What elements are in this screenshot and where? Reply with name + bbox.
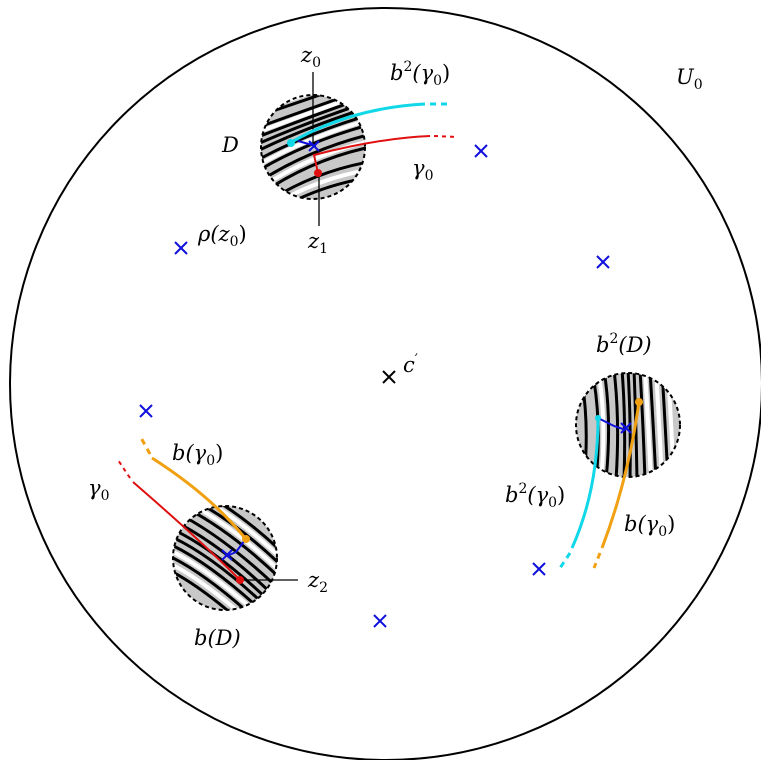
label-rho-z0: ρ(z0)	[197, 222, 247, 250]
b2-gamma0-curve-top	[289, 102, 426, 145]
z2-point	[236, 576, 244, 584]
cross-blue-bottom	[373, 614, 387, 628]
label-b-gamma0-left: b(γ0)	[172, 441, 223, 469]
cross-in-b2D	[620, 422, 632, 434]
z1-point	[314, 169, 322, 177]
b2-gamma0-curve-right	[570, 417, 600, 549]
orange-dot-left	[242, 535, 250, 543]
b2-gamma0-curve-right-dashed	[558, 552, 572, 569]
blue-segment-left	[226, 539, 246, 557]
label-gamma0-left: γ0	[88, 476, 109, 504]
label-gamma0-top: γ0	[412, 156, 433, 184]
gamma0-curve-top	[312, 135, 431, 174]
label-c-prime: c′	[403, 352, 418, 377]
cross-in-bD	[221, 549, 233, 561]
label-U0: U0	[676, 65, 703, 93]
gamma0-curve-left	[132, 481, 241, 581]
cross-black-c-prime	[382, 370, 396, 384]
cyan-dot-top	[287, 139, 295, 147]
label-D: D	[221, 133, 239, 157]
label-z0: z0	[300, 43, 321, 71]
cross-blue-right	[596, 255, 610, 269]
orange-dot-right	[635, 398, 643, 406]
label-b2-gamma0-right: b2(γ0)	[505, 481, 565, 511]
blue-segment-right	[597, 417, 627, 431]
label-b-gamma0-right: b(γ0)	[624, 512, 675, 540]
label-bD: b(D)	[194, 626, 241, 650]
cross-blue-left	[139, 404, 153, 418]
label-z1: z1	[307, 229, 328, 257]
b-gamma0-curve-left	[151, 456, 247, 539]
b-gamma0-curve-left-dashed	[138, 435, 152, 455]
gamma0-curve-left-dashed	[117, 459, 131, 479]
cross-top-in-D	[308, 140, 320, 152]
cross-blue-rho	[174, 241, 188, 255]
cyan-dot-right	[595, 415, 601, 421]
b-gamma0-curve-right	[600, 401, 641, 549]
gamma0-curve-top-dashed	[433, 135, 459, 138]
cross-blue-top-right	[474, 144, 488, 158]
label-b2-gamma0-top: b2(γ0)	[390, 59, 450, 89]
cross-blue-bottom-right	[532, 562, 546, 576]
label-z2: z2	[307, 568, 328, 596]
boundary-circle-U0	[9, 7, 761, 760]
label-b2D: b2(D)	[596, 331, 652, 357]
b-gamma0-curve-right-dashed	[592, 552, 602, 569]
